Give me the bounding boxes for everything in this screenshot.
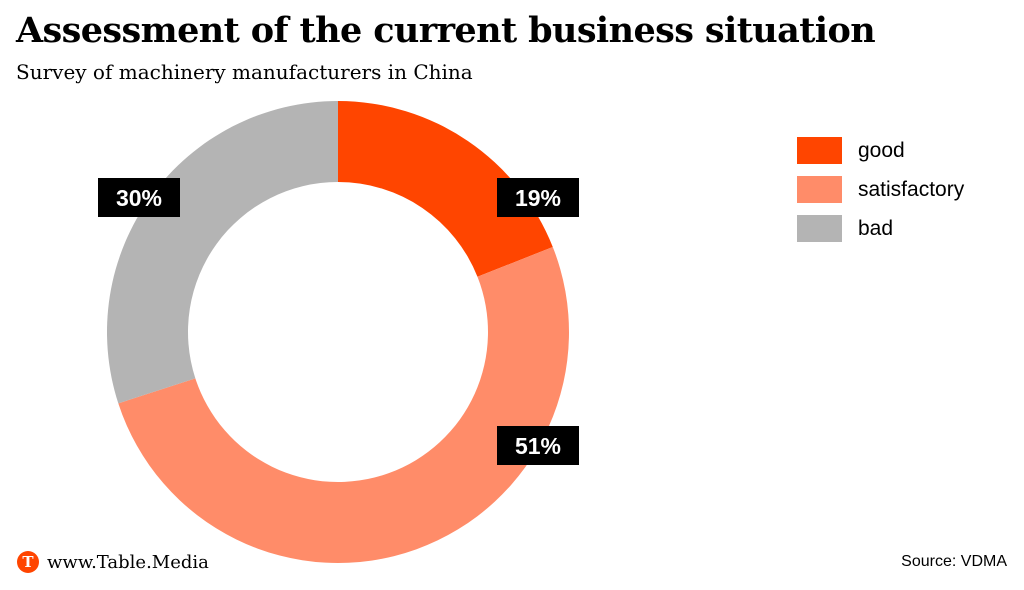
legend-swatch-satisfactory xyxy=(797,176,842,203)
source-value: VDMA xyxy=(960,553,1007,570)
legend-label-bad: bad xyxy=(858,216,894,240)
data-label-good: 19% xyxy=(497,178,579,217)
brand-url[interactable]: www.Table.Media xyxy=(47,551,209,573)
legend-swatch-good xyxy=(797,137,842,164)
data-label-text-bad: 30% xyxy=(116,185,162,211)
data-label-box-satisfactory xyxy=(497,426,579,465)
legend-swatch-bad xyxy=(797,215,842,242)
legend-item-bad: bad xyxy=(797,209,1017,248)
source-note: Source: VDMA xyxy=(901,553,1007,571)
legend-label-good: good xyxy=(858,138,905,162)
legend-item-satisfactory: satisfactory xyxy=(797,170,1017,209)
data-label-box-good xyxy=(497,178,579,217)
chart-legend: good satisfactory bad xyxy=(797,131,1017,248)
data-label-bad: 30% xyxy=(98,178,180,217)
data-label-satisfactory: 51% xyxy=(497,426,579,465)
data-label-text-satisfactory: 51% xyxy=(515,433,561,459)
data-label-text-good: 19% xyxy=(515,185,561,211)
footer-brand[interactable]: T www.Table.Media xyxy=(17,551,209,573)
data-label-box-bad xyxy=(98,178,180,217)
source-label: Source: xyxy=(901,553,957,570)
slice-good xyxy=(338,101,553,277)
slice-satisfactory xyxy=(118,246,569,563)
legend-label-satisfactory: satisfactory xyxy=(858,177,965,201)
legend-item-good: good xyxy=(797,131,1017,170)
table-media-logo-icon: T xyxy=(17,551,39,573)
chart-subtitle: Survey of machinery manufacturers in Chi… xyxy=(16,60,473,84)
slice-bad xyxy=(106,101,338,404)
chart-title: Assessment of the current business situa… xyxy=(16,10,876,51)
